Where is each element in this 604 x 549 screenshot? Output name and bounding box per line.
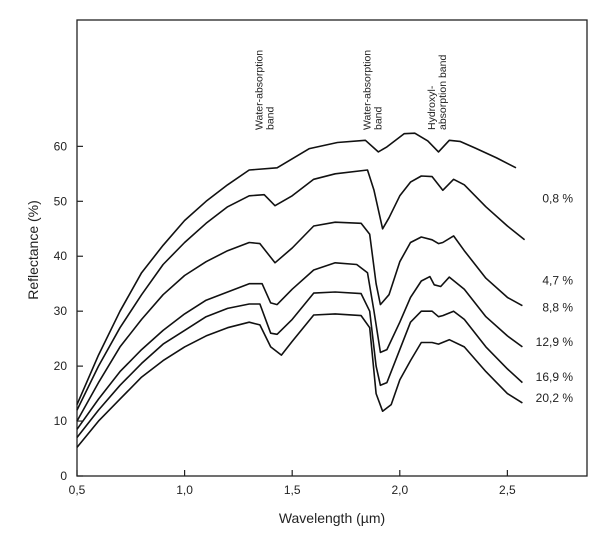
y-tick-label: 40 xyxy=(54,249,68,263)
x-tick-label: 0,5 xyxy=(69,483,86,497)
band-annotation-line: Water-absorption xyxy=(254,50,266,130)
band-annotation: Hydroxyl-absorption band xyxy=(426,55,449,130)
band-annotation: Water-absorption band xyxy=(361,50,384,130)
band-annotation-line: Water-absorption xyxy=(361,50,373,130)
plot-frame xyxy=(76,19,588,477)
x-axis-label: Wavelength (µm) xyxy=(279,510,385,526)
band-annotation-line: Hydroxyl- xyxy=(426,85,438,130)
series-label: 4,7 % xyxy=(542,273,573,287)
band-annotation-line: absorption band xyxy=(437,55,449,130)
series-label: 20,2 % xyxy=(536,391,574,405)
y-tick-label: 30 xyxy=(54,304,68,318)
series-line xyxy=(76,291,523,438)
band-annotation-line: band xyxy=(265,106,277,130)
series-label: 12,9 % xyxy=(536,335,574,349)
series-line xyxy=(76,262,523,430)
series-label: 8,8 % xyxy=(542,300,573,314)
x-tick-label: 2,5 xyxy=(499,483,516,497)
series-line xyxy=(76,221,523,422)
x-tick-label: 1,5 xyxy=(284,483,301,497)
x-tick-label: 1,0 xyxy=(176,483,193,497)
y-tick-label: 50 xyxy=(54,194,68,208)
band-annotation-line: band xyxy=(372,106,384,130)
band-annotation: Water-absorption band xyxy=(254,50,277,130)
y-tick-label: 0 xyxy=(60,469,67,483)
x-tick-label: 2,0 xyxy=(391,483,408,497)
series-label: 16,9 % xyxy=(536,370,574,384)
y-tick-label: 20 xyxy=(54,359,68,373)
series-line xyxy=(76,169,526,411)
series-label: 0,8 % xyxy=(542,192,573,206)
y-tick-label: 10 xyxy=(54,414,68,428)
y-tick-label: 60 xyxy=(54,139,68,153)
series-line xyxy=(76,313,523,448)
y-axis-label: Reflectance (%) xyxy=(25,200,41,300)
series-line xyxy=(76,132,517,405)
